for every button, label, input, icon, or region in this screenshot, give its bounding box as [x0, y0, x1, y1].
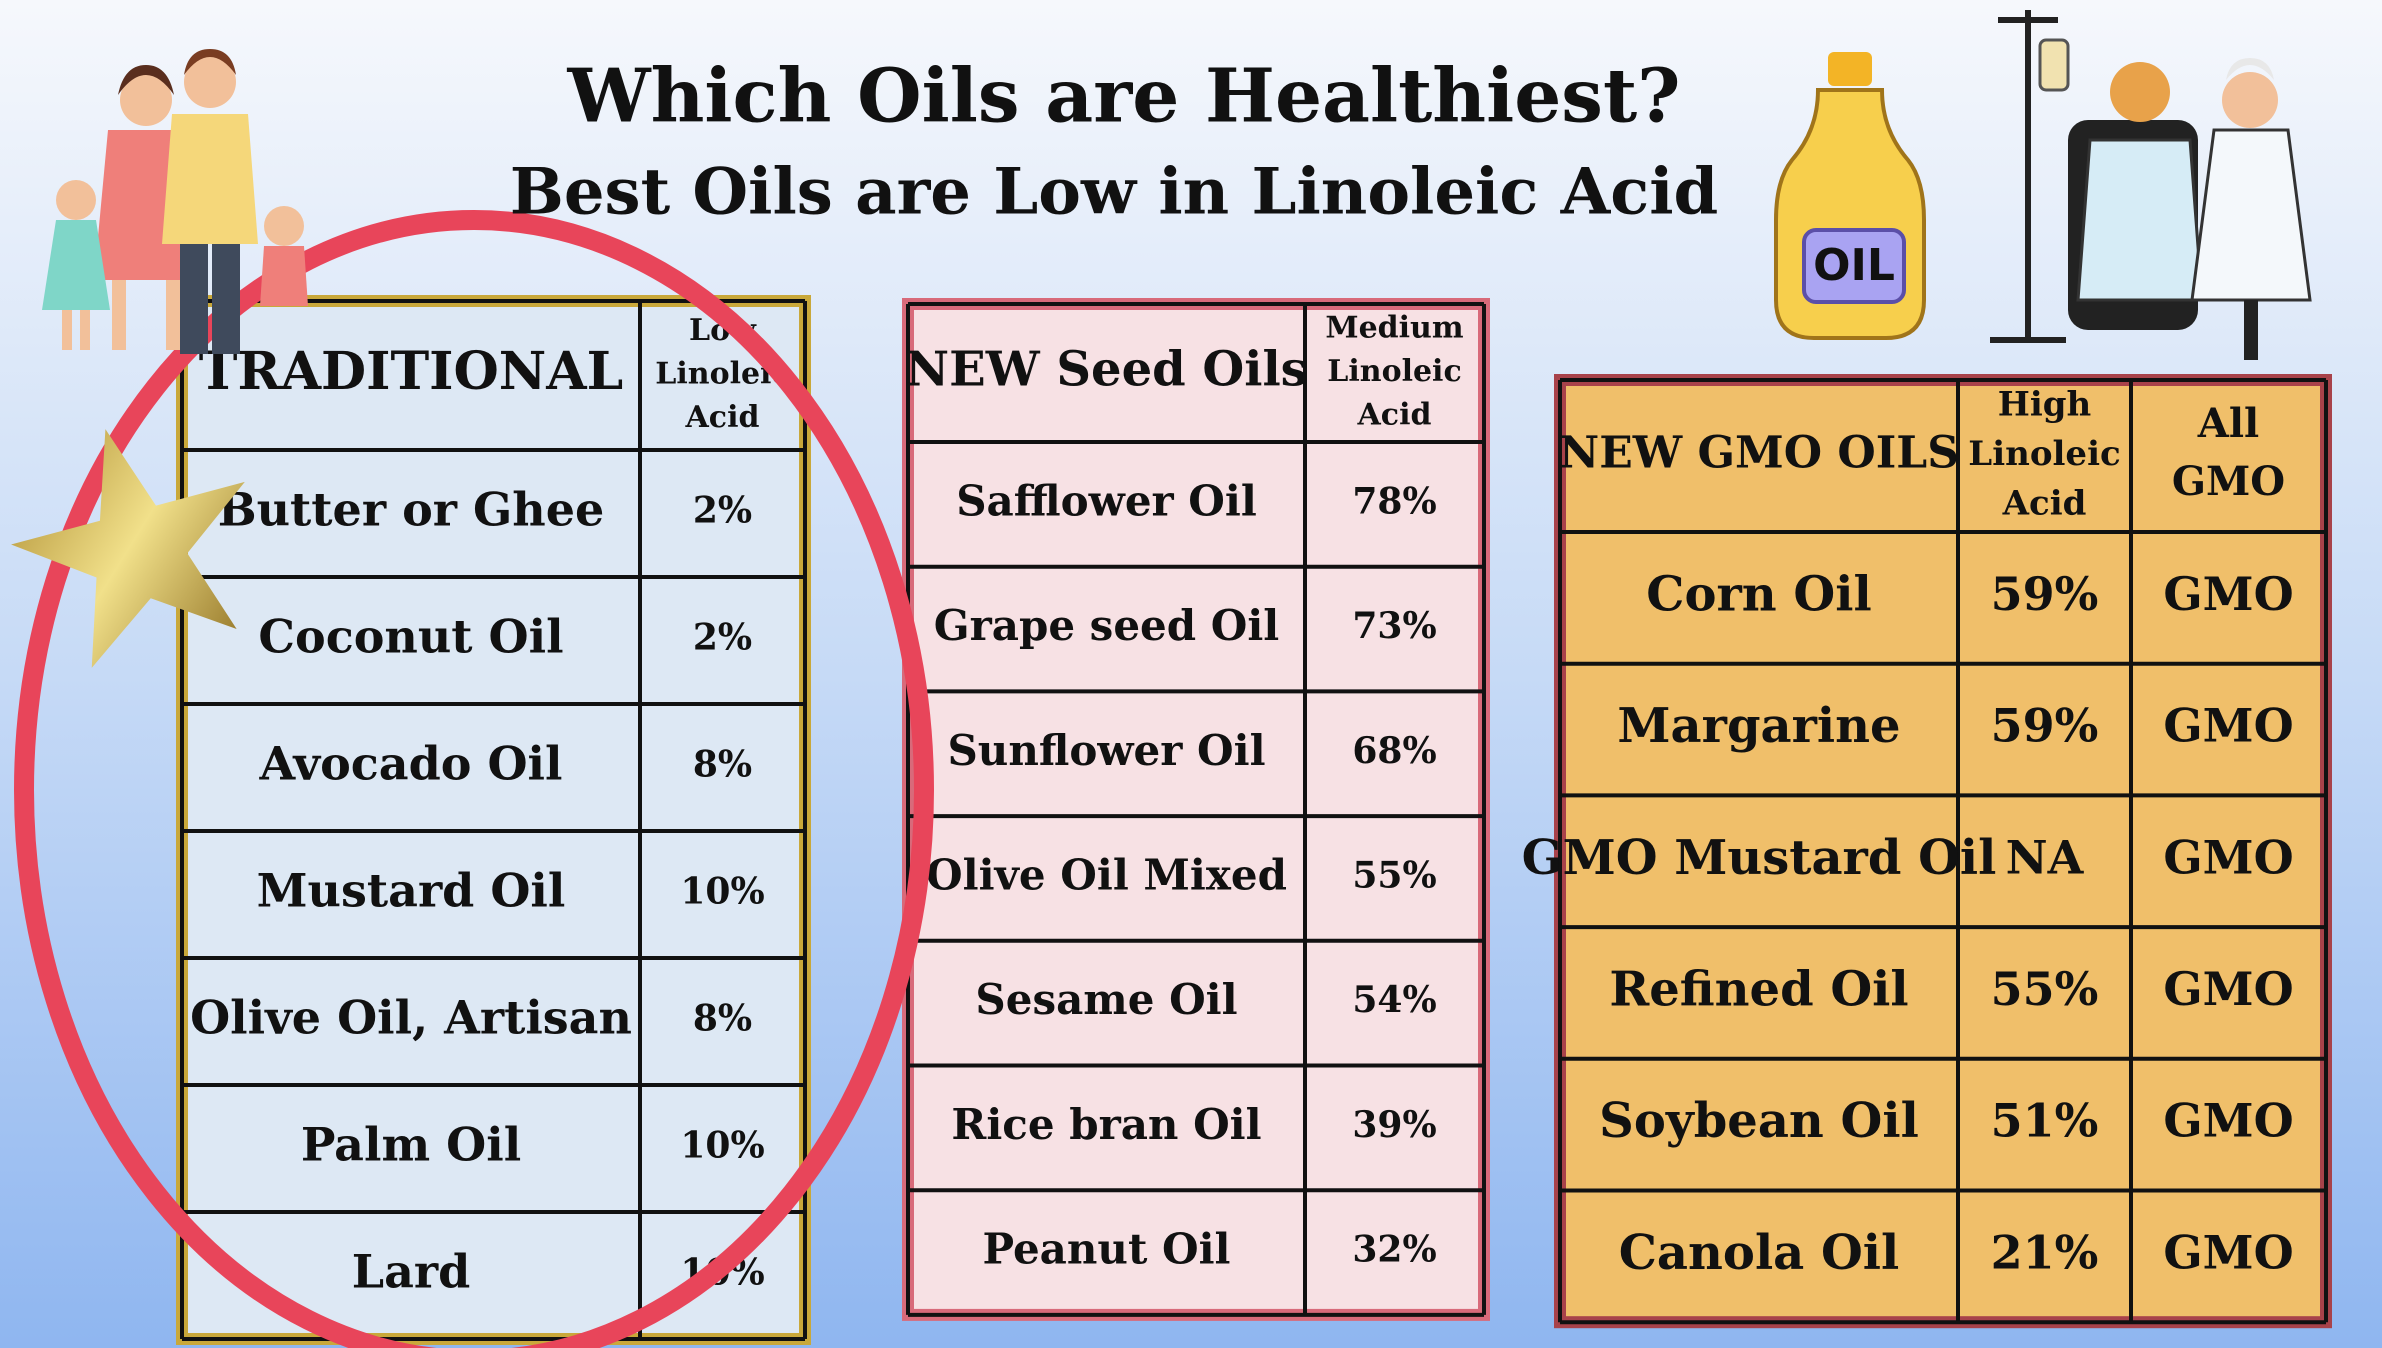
cell-value: 8%	[693, 744, 752, 786]
oil-name: Rice bran Oil	[951, 1100, 1261, 1149]
table-background	[902, 298, 1490, 1321]
header-cell: Acid	[685, 400, 760, 435]
cell-value: 59%	[1991, 567, 2099, 621]
header-cell: TRADITIONAL	[199, 341, 623, 402]
oil-name: GMO Mustard Oil	[1522, 830, 1997, 886]
oil-name: Corn Oil	[1646, 566, 1871, 622]
cell-value: GMO	[2163, 1225, 2293, 1279]
oil-name: Refined Oil	[1609, 961, 1908, 1017]
oil-name: Olive Oil, Artisan	[190, 991, 632, 1045]
header-cell: GMO	[2172, 458, 2285, 505]
cell-value: 39%	[1352, 1104, 1436, 1146]
header-cell: Medium	[1325, 311, 1463, 346]
cell-value: 55%	[1352, 854, 1436, 896]
oil-bottle	[1774, 52, 1926, 340]
oil-name: Avocado Oil	[259, 737, 563, 791]
cell-value: GMO	[2163, 567, 2293, 621]
cell-value: 73%	[1352, 605, 1436, 647]
highlight-circle	[14, 210, 934, 1348]
header-cell: NEW Seed Oils	[905, 342, 1307, 398]
subtitle: Best Oils are Low in Linoleic Acid	[510, 155, 1719, 230]
cell-value: 59%	[1991, 699, 2099, 753]
oil-name: Soybean Oil	[1599, 1093, 1919, 1149]
cell-value: NA	[2006, 830, 2085, 884]
oil-name: Butter or Ghee	[218, 483, 605, 537]
oil-name: Peanut Oil	[983, 1225, 1231, 1274]
cell-value: 2%	[693, 490, 752, 532]
cell-value: 2%	[693, 617, 752, 659]
cell-value: 8%	[693, 998, 752, 1040]
oil-name: Lard	[352, 1245, 471, 1299]
oil-name: Sunflower Oil	[947, 726, 1265, 775]
title: Which Oils are Healthiest?	[567, 54, 1681, 140]
header-cell: All	[2197, 400, 2259, 447]
oil-name: Coconut Oil	[258, 610, 563, 664]
cell-value: GMO	[2163, 830, 2293, 884]
table-background	[176, 295, 811, 1345]
header-cell: Acid	[1357, 398, 1432, 433]
header-cell: Linoleic	[1327, 354, 1461, 389]
header-cell: Linoleic	[1968, 434, 2120, 474]
cell-value: 32%	[1352, 1229, 1436, 1271]
cell-value: 55%	[1991, 962, 2099, 1016]
hospital-illustration	[1990, 10, 2312, 360]
oil-name: Palm Oil	[301, 1118, 521, 1172]
star	[11, 429, 245, 668]
cell-value: GMO	[2163, 699, 2293, 753]
oil-name: Mustard Oil	[257, 864, 566, 918]
oil-name: Safflower Oil	[956, 476, 1257, 525]
cell-value: GMO	[2163, 962, 2293, 1016]
header-cell: Acid	[2002, 483, 2087, 523]
oil-name: Olive Oil Mixed	[926, 850, 1287, 899]
cell-value: 10%	[680, 1125, 764, 1167]
family-illustration	[42, 49, 308, 354]
header-cell: High	[1998, 385, 2092, 425]
oil-name: Canola Oil	[1619, 1225, 1900, 1281]
cell-value: 54%	[1352, 979, 1436, 1021]
header-cell: NEW GMO OILS	[1559, 428, 1959, 479]
cell-value: 21%	[1991, 1225, 2099, 1279]
oil-name: Grape seed Oil	[934, 601, 1280, 650]
cell-value: 78%	[1352, 480, 1436, 522]
cell-value: 51%	[1991, 1094, 2099, 1148]
bottle-label: OIL	[1813, 240, 1895, 291]
cell-value: 10%	[680, 871, 764, 913]
table: NEW Seed Oils Medium Linoleic Acid Safflower…	[902, 298, 1490, 1321]
oil-name: Sesame Oil	[975, 975, 1237, 1024]
table: NEW GMO OILS High Linoleic Acid All GMO Corn O…	[1522, 374, 2332, 1329]
cell-value: 68%	[1352, 730, 1436, 772]
table-background	[1554, 374, 2332, 1329]
oil-name: Margarine	[1617, 698, 1900, 754]
cell-value: GMO	[2163, 1094, 2293, 1148]
